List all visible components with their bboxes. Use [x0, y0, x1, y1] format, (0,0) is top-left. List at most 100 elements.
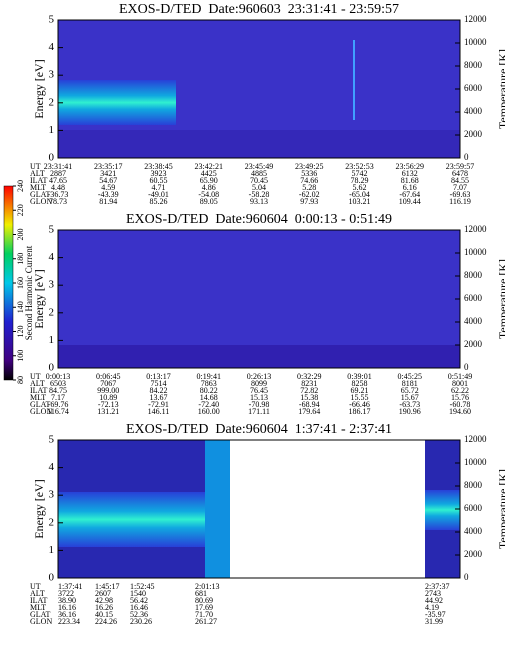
y-tick-label: 1 [49, 124, 55, 136]
ephemeris-label: GLAT [30, 190, 51, 199]
ephemeris-value: 84.55 [451, 176, 469, 185]
ephemeris-value: 3923 [151, 169, 167, 178]
ephemeris-value: -72.40 [198, 400, 219, 409]
ephemeris-value: 5.04 [252, 183, 266, 192]
ephemeris-value: 4425 [201, 169, 217, 178]
spectrogram-low [58, 130, 460, 158]
y2-axis-label: Temperature [K] [496, 259, 505, 339]
chart-title: EXOS-D/TED Date:960604 0:00:13 - 0:51:49 [126, 212, 392, 227]
ephemeris-value: 60.55 [150, 176, 168, 185]
ephemeris-value: 8099 [251, 379, 267, 388]
ephemeris-value: 23:56:29 [396, 162, 424, 171]
ephemeris-value: 23:52:53 [345, 162, 373, 171]
y-axis-label: Energy [eV] [32, 269, 46, 328]
ephemeris-value: 116.74 [47, 407, 69, 416]
ephemeris-label: GLAT [30, 400, 51, 409]
ephemeris-label: ALT [30, 169, 45, 178]
colorbar-tick-label: 120 [16, 326, 25, 338]
ephemeris-value: -65.04 [349, 190, 370, 199]
ephemeris-value: 1:52:45 [130, 582, 154, 591]
ephemeris-value: 72.82 [300, 386, 318, 395]
ephemeris-value: 4.19 [425, 603, 439, 612]
y-tick-label: 2 [49, 516, 55, 528]
ephemeris-value: 13.67 [150, 393, 168, 402]
ephemeris-value: 0:06:45 [96, 372, 120, 381]
ephemeris-value: 2743 [425, 589, 441, 598]
ephemeris-value: 23:45:49 [245, 162, 273, 171]
y2-tick-label: 6000 [464, 503, 483, 513]
ephemeris-value: -60.78 [450, 400, 471, 409]
ephemeris-value: 40.15 [95, 610, 113, 619]
ephemeris-value: 23:35:17 [94, 162, 122, 171]
ephemeris-label: GLAT [30, 610, 51, 619]
ephemeris-value: 80.22 [200, 386, 218, 395]
ephemeris-label: MLT [30, 393, 46, 402]
ephemeris-value: 186.17 [349, 407, 371, 416]
ephemeris-value: 15.38 [300, 393, 318, 402]
ephemeris-value: 15.55 [351, 393, 369, 402]
colorbar-tick-label: 160 [16, 277, 25, 289]
y2-tick-label: 2000 [464, 129, 483, 139]
y-tick-label: 5 [49, 434, 55, 446]
ephemeris-value: 38.90 [58, 596, 76, 605]
ephemeris-value: 5.62 [353, 183, 367, 192]
ephemeris-value: 6478 [452, 169, 468, 178]
ephemeris-value: -35.97 [425, 610, 446, 619]
ephemeris-value: 109.44 [399, 197, 421, 206]
ephemeris-value: 23:31:41 [44, 162, 72, 171]
ephemeris-value: 131.21 [97, 407, 119, 416]
chart-title: EXOS-D/TED Date:960604 1:37:41 - 2:37:41 [126, 422, 392, 437]
ephemeris-value: 223.34 [58, 617, 80, 626]
ephemeris-label: ILAT [30, 596, 47, 605]
y2-tick-label: 8000 [464, 60, 483, 70]
ephemeris-value: 97.93 [300, 197, 318, 206]
ephemeris-value: 1:45:17 [95, 582, 119, 591]
ephemeris-value: 81.94 [99, 197, 117, 206]
y-tick-label: 0 [49, 362, 55, 374]
colorbar-tick-label: 140 [16, 301, 25, 313]
ephemeris-value: 171.11 [248, 407, 270, 416]
ephemeris-value: 6132 [402, 169, 418, 178]
ephemeris-value: 71.70 [195, 610, 213, 619]
y2-axis-label: Temperature [K] [496, 49, 505, 129]
ephemeris-value: 23:38:45 [144, 162, 172, 171]
y2-axis-label: Temperature [K] [496, 469, 505, 549]
ephemeris-value: 17.69 [195, 603, 213, 612]
y2-tick-label: 2000 [464, 549, 483, 559]
ephemeris-value: 8258 [352, 379, 368, 388]
ephemeris-value: 0:32:29 [297, 372, 321, 381]
ephemeris-value: 1540 [130, 589, 146, 598]
y2-tick-label: 8000 [464, 270, 483, 280]
ephemeris-value: -69.63 [450, 190, 471, 199]
ephemeris-value: -54.08 [198, 190, 219, 199]
ephemeris-value: 681 [195, 589, 207, 598]
ephemeris-label: ALT [30, 379, 45, 388]
ephemeris-value: 74.66 [300, 176, 318, 185]
y-tick-label: 5 [49, 224, 55, 236]
ephemeris-value: 23:42:21 [195, 162, 223, 171]
ephemeris-value: 69.21 [351, 386, 369, 395]
ephemeris-value: 5742 [352, 169, 368, 178]
ephemeris-label: UT [30, 372, 41, 381]
y2-tick-label: 0 [464, 152, 469, 162]
ephemeris-value: 179.64 [298, 407, 320, 416]
ephemeris-value: 8181 [402, 379, 418, 388]
ephemeris-value: 84.22 [150, 386, 168, 395]
colorbar-tick-label: 100 [16, 350, 25, 362]
ephemeris-label: ALT [30, 589, 45, 598]
ephemeris-value: -69.76 [48, 400, 69, 409]
ephemeris-value: -70.98 [249, 400, 270, 409]
ephemeris-value: 44.92 [425, 596, 443, 605]
ephemeris-value: 16.46 [130, 603, 148, 612]
y-axis-label: Energy [eV] [32, 59, 46, 118]
ephemeris-value: -43.39 [98, 190, 119, 199]
ephemeris-value: 7514 [151, 379, 167, 388]
spectrogram-band [58, 492, 230, 547]
y2-tick-label: 0 [464, 362, 469, 372]
ephemeris-value: 7.07 [453, 183, 467, 192]
y2-tick-label: 10000 [464, 457, 487, 467]
ephemeris-value: 0:26:13 [247, 372, 271, 381]
y-tick-label: 4 [49, 41, 55, 53]
y-tick-label: 3 [49, 489, 55, 501]
y-tick-label: 5 [49, 14, 55, 26]
